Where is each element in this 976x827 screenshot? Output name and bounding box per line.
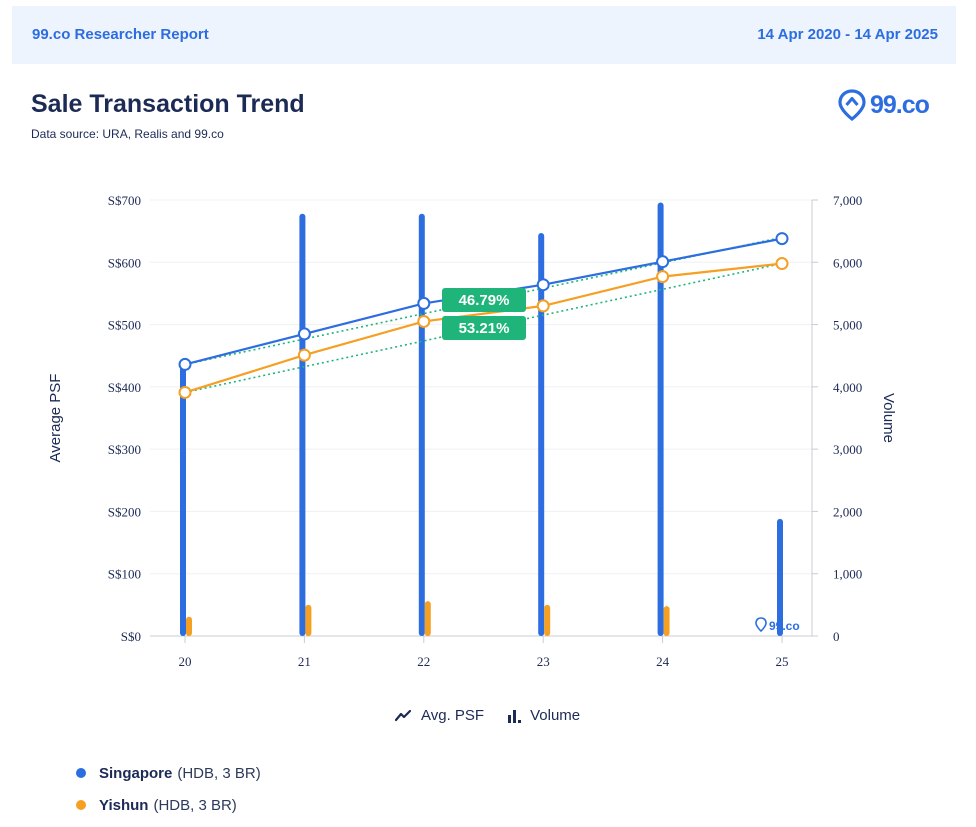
volume-bar (186, 616, 192, 636)
x-tick-label: 21 (298, 654, 311, 669)
series-detail: (HDB, 3 BR) (177, 764, 261, 782)
y2-tick-label: 2,000 (833, 504, 862, 519)
psf-point (656, 255, 670, 269)
brand-name: 99.co (870, 90, 930, 119)
psf-point (297, 348, 311, 362)
y-tick-label: S$400 (108, 380, 141, 395)
report-date-range: 14 Apr 2020 - 14 Apr 2025 (757, 26, 938, 43)
legend-avg-psf-label: Avg. PSF (421, 707, 485, 724)
growth-badge (442, 288, 526, 312)
y2-tick-label: 0 (833, 629, 840, 644)
psf-point (536, 299, 550, 313)
y-axis-title: Average PSF (47, 374, 64, 463)
y2-tick-label: 7,000 (833, 193, 862, 208)
psf-point (656, 270, 670, 284)
page-title: Sale Transaction Trend (31, 90, 305, 118)
psf-point (775, 257, 789, 271)
location-pin-icon (838, 89, 866, 121)
series-name: Singapore (99, 764, 173, 782)
y2-tick-label: 1,000 (833, 567, 862, 582)
volume-bar (657, 202, 664, 636)
volume-bar (180, 365, 186, 636)
psf-point (775, 232, 789, 246)
x-tick-label: 22 (417, 654, 430, 669)
volume-bar (663, 606, 670, 636)
series-color-dot (76, 768, 86, 778)
watermark-logo: 99.co (755, 617, 800, 633)
psf-point (297, 327, 311, 341)
psf-point (178, 385, 192, 399)
growth-label: 46.79% (459, 292, 510, 309)
series-color-dot (76, 800, 86, 810)
legend-avg-psf[interactable]: Avg. PSF (393, 707, 484, 724)
chart-legend: Avg. PSF Volume (393, 707, 602, 724)
legend-volume-label: Volume (530, 707, 581, 724)
bar-chart-icon (508, 709, 522, 723)
y2-tick-label: 6,000 (833, 255, 862, 270)
series-detail: (HDB, 3 BR) (153, 796, 237, 814)
series-legend-item: Yishun (HDB, 3 BR) (76, 789, 261, 821)
volume-bar (424, 601, 431, 636)
line-chart-icon (394, 709, 412, 721)
legend-volume[interactable]: Volume (506, 707, 580, 724)
y-tick-label: S$100 (108, 567, 141, 582)
volume-bar (777, 518, 783, 636)
y2-tick-label: 4,000 (833, 380, 862, 395)
volume-bar (544, 604, 551, 636)
x-tick-label: 24 (656, 654, 670, 669)
series-name: Yishun (99, 796, 149, 814)
growth-badge (442, 316, 526, 340)
data-source: Data source: URA, Realis and 99.co (31, 127, 224, 141)
series-legend: Singapore (HDB, 3 BR) Yishun (HDB, 3 BR) (76, 757, 261, 821)
x-tick-label: 20 (179, 654, 192, 669)
y-tick-label: S$0 (121, 629, 141, 644)
psf-line (184, 262, 783, 394)
y-tick-label: S$500 (108, 318, 141, 333)
psf-point (417, 314, 431, 328)
volume-bar (305, 604, 312, 636)
y2-axis-title: Volume (880, 393, 897, 443)
x-tick-label: 23 (537, 654, 550, 669)
y2-tick-label: 5,000 (833, 318, 862, 333)
growth-label: 53.21% (459, 320, 510, 337)
volume-bar (418, 213, 425, 636)
location-pin-icon (755, 617, 767, 633)
report-name: 99.co Researcher Report (32, 26, 209, 43)
y-tick-label: S$600 (108, 255, 141, 270)
series-legend-item: Singapore (HDB, 3 BR) (76, 757, 261, 789)
volume-bar (299, 213, 306, 636)
y-tick-label: S$700 (108, 193, 141, 208)
y2-tick-label: 3,000 (833, 442, 862, 457)
report-header: 99.co Researcher Report 14 Apr 2020 - 14… (12, 6, 956, 64)
x-tick-label: 25 (776, 654, 789, 669)
brand-logo: 99.co (838, 88, 930, 122)
volume-bar (538, 233, 545, 637)
psf-point (417, 296, 431, 310)
y-tick-label: S$200 (108, 504, 141, 519)
psf-point (178, 357, 192, 371)
watermark-text: 99.co (769, 619, 800, 633)
psf-point (536, 278, 550, 292)
y-tick-label: S$300 (108, 442, 141, 457)
